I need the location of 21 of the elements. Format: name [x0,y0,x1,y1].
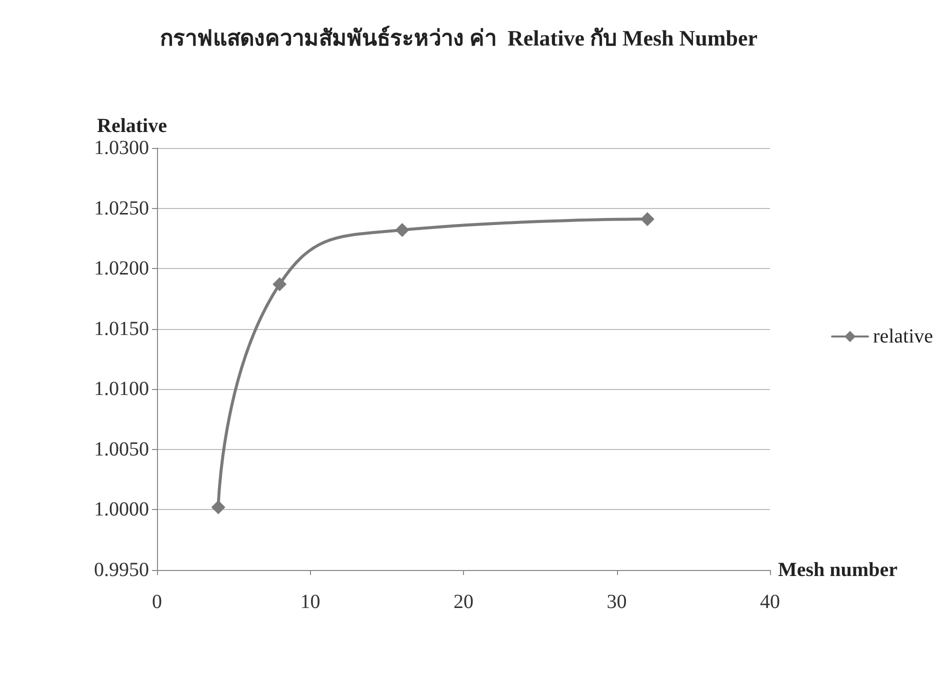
y-tick-label: 1.0100 [94,378,149,400]
point [272,277,287,292]
point [395,222,410,237]
x-tick-label: 10 [300,591,320,613]
x-tick-label: 40 [760,591,780,613]
y-tick-label: 1.0150 [94,318,149,340]
y-tick-label: 1.0250 [94,197,149,220]
y-tick-label: 1.0000 [94,498,149,521]
legend-label: relative [873,326,934,348]
y-tick-label: 1.0050 [94,438,149,460]
point [211,500,226,514]
y-tick-label: 1.0300 [94,137,149,159]
chart-title: กราฟแสดงความสัมพันธ์ระหว่าง ค่า Relative กับ Mesh Number [160,26,758,50]
y-axis-title: Relative [97,115,168,137]
point [640,212,654,226]
x-tick-label: 30 [606,591,627,613]
y-tick-label: 1.0200 [94,258,149,280]
x-tick-label: 0 [152,591,162,613]
x-tick-label: 20 [454,591,474,613]
x-axis-title: Mesh number [778,559,898,581]
y-tick-label: 0.9950 [94,559,149,581]
